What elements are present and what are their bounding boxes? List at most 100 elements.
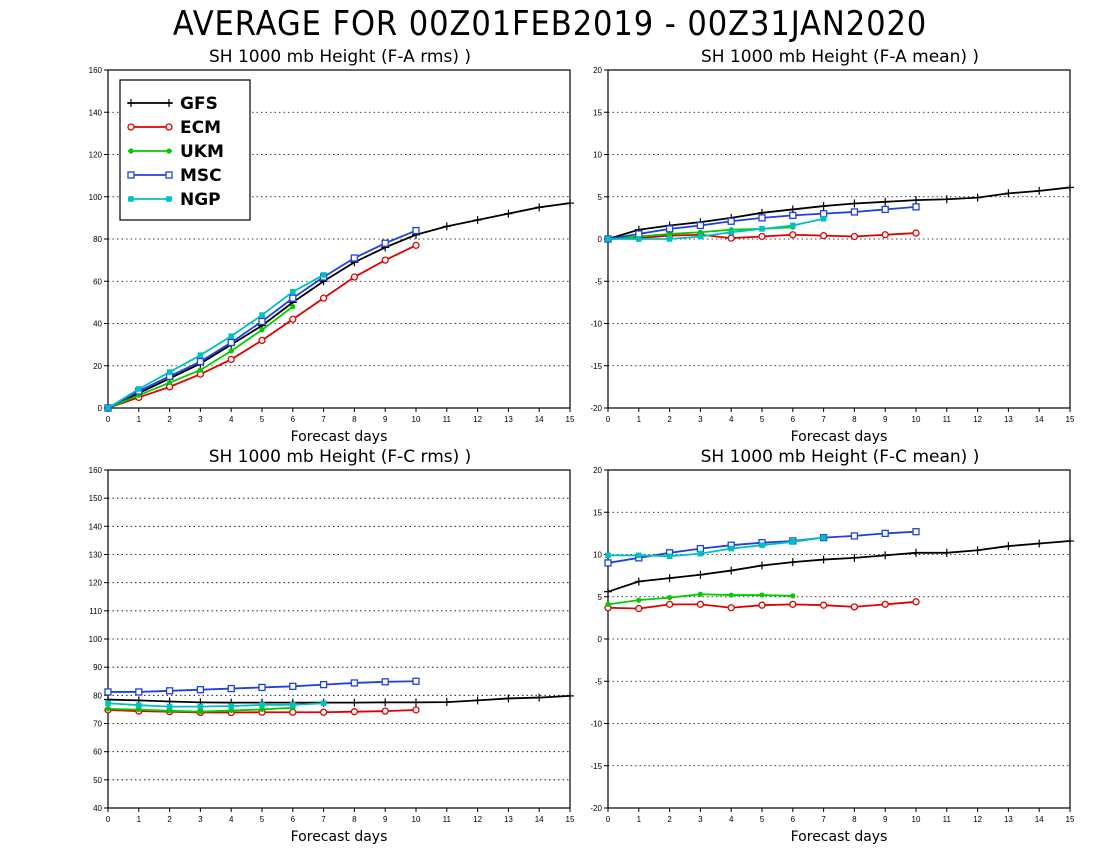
data-point-gfs (881, 551, 890, 560)
y-tick-label: 80 (93, 691, 102, 700)
data-point-msc (789, 211, 797, 219)
y-tick-label: 120 (89, 151, 103, 160)
legend-marker (128, 196, 134, 202)
x-tick-label: 8 (352, 815, 357, 824)
legend-label: NGP (180, 190, 221, 210)
data-point-ngp (820, 534, 827, 541)
legend-marker (127, 99, 135, 107)
x-tick-label: 6 (791, 815, 796, 824)
series-line-gfs (107, 694, 571, 704)
data-point-ecm (758, 601, 766, 609)
data-point-ngp (228, 703, 234, 709)
data-point-gfs (1004, 189, 1013, 198)
data-point-ecm (635, 604, 643, 613)
legend-entry-ngp: NGP (128, 190, 221, 210)
data-point-gfs (912, 196, 920, 205)
data-point-gfs (758, 561, 766, 570)
data-point-ngp (320, 272, 327, 278)
x-tick-label: 8 (852, 815, 857, 824)
data-point-gfs (566, 691, 574, 700)
series-ngp (105, 272, 327, 411)
x-tick-label: 0 (106, 415, 111, 424)
y-tick-label: -15 (590, 362, 602, 371)
x-tick-label: 14 (1035, 815, 1044, 824)
chart-title: SH 1000 mb Height (F-A rms) ) (209, 47, 471, 67)
data-point-ukm (759, 592, 765, 598)
x-tick-label: 7 (321, 415, 326, 424)
data-point-gfs (881, 197, 890, 206)
data-point-ukm (790, 593, 796, 599)
x-tick-label: 1 (137, 415, 142, 424)
data-point-gfs (442, 222, 451, 231)
data-point-ngp (697, 233, 704, 240)
data-point-gfs (1066, 183, 1074, 192)
legend-marker (165, 123, 173, 131)
data-point-gfs (412, 698, 420, 707)
data-point-msc (104, 688, 112, 696)
data-point-ngp (759, 226, 765, 232)
x-tick-label: 4 (229, 815, 234, 824)
chart-title: SH 1000 mb Height (F-C rms) ) (209, 447, 472, 467)
data-point-msc (258, 683, 266, 692)
x-tick-label: 12 (973, 815, 982, 824)
x-tick-label: 10 (412, 415, 421, 424)
data-point-gfs (442, 698, 451, 707)
data-point-msc (850, 208, 859, 216)
x-tick-label: 14 (535, 815, 544, 824)
x-tick-label: 5 (760, 815, 765, 824)
y-tick-label: -10 (590, 320, 602, 329)
data-point-msc (727, 217, 735, 225)
x-axis-label: Forecast days (291, 829, 388, 845)
data-point-gfs (942, 195, 951, 204)
data-point-gfs (973, 546, 982, 555)
data-point-gfs (819, 555, 828, 564)
y-tick-label: 0 (598, 235, 603, 244)
data-point-gfs (566, 199, 574, 208)
data-point-gfs (788, 558, 797, 567)
x-tick-label: 9 (383, 815, 388, 824)
x-tick-label: 3 (198, 815, 203, 824)
x-tick-label: 7 (321, 815, 326, 824)
x-tick-label: 15 (566, 415, 575, 424)
data-point-ngp (728, 545, 734, 552)
y-tick-label: 5 (598, 593, 603, 602)
data-point-msc (165, 687, 174, 695)
series-line-ngp (608, 217, 824, 240)
data-point-gfs (973, 193, 982, 202)
data-point-ngp (636, 552, 642, 559)
data-point-ngp (290, 702, 296, 708)
series-ngp (605, 215, 827, 242)
data-point-ngp (320, 700, 327, 707)
data-point-msc (912, 528, 920, 536)
chart-panel-3: SH 1000 mb Height (F-C rms) )40506070809… (89, 447, 575, 845)
x-tick-label: 0 (606, 415, 611, 424)
data-point-ecm (381, 707, 389, 715)
data-point-gfs (634, 577, 643, 586)
data-point-ukm (197, 709, 203, 715)
y-tick-label: 40 (93, 804, 102, 813)
y-tick-label: 10 (593, 551, 602, 560)
legend: GFS ECM UKM MSC NGP (119, 79, 251, 221)
data-point-ukm (697, 229, 704, 235)
x-tick-label: 13 (504, 415, 513, 424)
data-point-gfs (473, 696, 482, 705)
data-point-ecm (881, 231, 889, 239)
series-line-gfs (607, 540, 1071, 593)
data-point-msc (381, 239, 389, 247)
data-point-msc (227, 684, 235, 693)
legend-marker (166, 148, 172, 154)
data-point-ngp (136, 702, 142, 708)
data-point-gfs (850, 199, 859, 208)
x-tick-label: 11 (943, 415, 952, 424)
y-tick-label: 90 (93, 663, 102, 672)
data-point-ecm (289, 315, 297, 323)
x-tick-label: 4 (729, 415, 734, 424)
data-point-msc (881, 529, 889, 538)
data-point-ecm (227, 355, 235, 364)
x-tick-label: 5 (260, 815, 265, 824)
x-tick-label: 3 (698, 415, 703, 424)
y-tick-label: 80 (93, 235, 102, 244)
x-tick-label: 3 (698, 815, 703, 824)
series-msc (104, 677, 420, 696)
data-point-ecm (665, 600, 674, 609)
